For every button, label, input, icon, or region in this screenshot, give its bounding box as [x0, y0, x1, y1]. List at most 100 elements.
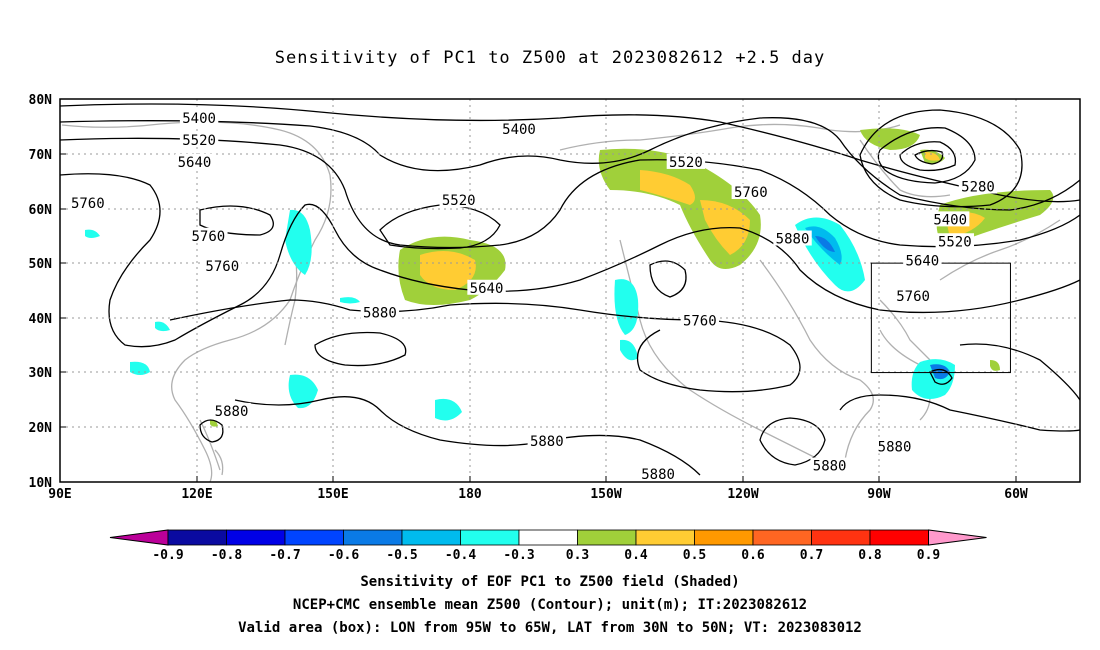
caption-line-2: NCEP+CMC ensemble mean Z500 (Contour); u…: [292, 597, 808, 613]
contour-label-bg: [175, 153, 214, 169]
contour-label-bg: [810, 457, 849, 473]
lat-label: 70N: [29, 148, 53, 163]
contour-label: 5880: [530, 434, 564, 450]
colorbar-swatch: [284, 529, 344, 546]
contour-label: 5880: [878, 439, 912, 455]
colorbar-swatch: [343, 529, 403, 546]
contour-label: 5760: [734, 185, 768, 201]
colorbar-tick-label: -0.9: [152, 548, 183, 563]
caption-line-3: Valid area (box): LON from 95W to 65W, L…: [238, 620, 862, 636]
contour-label: 5880: [776, 232, 810, 248]
contour-label: 5760: [192, 229, 226, 245]
contour-label-bg: [499, 121, 539, 137]
contour-label: 5400: [182, 111, 216, 127]
contour-label-bg: [203, 257, 242, 273]
contour-label: 5520: [182, 133, 216, 149]
lon-label: 90W: [867, 487, 891, 502]
contour-label-bg: [467, 279, 506, 295]
contour-label-bg: [68, 194, 108, 210]
contour-label-bg: [360, 304, 400, 320]
contour-label: 5520: [938, 234, 972, 250]
lon-label: 120E: [181, 487, 212, 502]
axis-ticks: [60, 98, 1017, 482]
contour-label: 5760: [683, 314, 717, 330]
contour-label-bg: [666, 153, 706, 169]
colorbar-tick-label: -0.6: [328, 548, 359, 563]
sensitivity-shading: [85, 128, 1054, 427]
colorbar-tick-label: 0.4: [624, 548, 648, 563]
colorbar-tick-label: -0.3: [503, 548, 534, 563]
colorbar-swatch: [460, 529, 520, 546]
colorbar-tick-label: -0.4: [445, 548, 476, 563]
lat-label: 80N: [29, 93, 53, 108]
colorbar-swatch: [167, 529, 227, 546]
contour-label: 5640: [906, 253, 940, 269]
lat-label: 40N: [29, 312, 53, 327]
lon-label: 90E: [48, 487, 71, 502]
colorbar-tick-label: -0.5: [386, 548, 417, 563]
contour-label-bg: [903, 252, 942, 268]
colorbar-tick-label: 0.8: [858, 548, 882, 563]
colorbar-swatch: [694, 529, 754, 546]
map-frame: [59, 98, 1081, 483]
contour-label-bg: [875, 438, 914, 454]
contour-labels: 5400 5520 5640 5400 5520 5760 5880 5520 5640 5760…: [68, 110, 998, 483]
contour-label-bg: [935, 233, 975, 249]
contour-label-bg: [773, 230, 812, 246]
contour-label-bg: [680, 312, 720, 328]
colorbar-swatch: [811, 529, 871, 546]
contour-label-bg: [958, 178, 998, 194]
contour-label: 5760: [71, 196, 105, 212]
contour-label: 5760: [205, 259, 239, 275]
contour-label: 5880: [215, 404, 249, 420]
contour-label: 5400: [933, 212, 967, 228]
lat-label: 50N: [29, 257, 53, 272]
lat-axis-labels: 80N 70N 60N 50N 40N 30N 20N 10N: [29, 93, 53, 491]
lon-label: 180: [458, 487, 482, 502]
lon-label: 60W: [1004, 487, 1028, 502]
contour-label-bg: [731, 184, 771, 200]
colorbar: -0.9 -0.8 -0.7 -0.6 -0.5 -0.4 -0.3 0.3 0.4 0.5 0.6…: [109, 529, 987, 563]
colorbar-swatch: [518, 529, 578, 546]
contour-label-bg: [189, 227, 228, 243]
colorbar-tick-label: 0.9: [917, 548, 940, 563]
colorbar-swatch: [752, 529, 812, 546]
lon-label: 120W: [727, 487, 758, 502]
contour-label: 5640: [178, 155, 212, 171]
colorbar-tick-label: 0.3: [566, 548, 589, 563]
colorbar-right-triangle: [928, 529, 987, 546]
coastlines: [61, 121, 1061, 483]
gridlines: [60, 99, 1080, 482]
lat-label: 10N: [29, 476, 53, 491]
contour-label-bg: [179, 110, 219, 126]
page-title: Sensitivity of PC1 to Z500 at 2023082612…: [274, 48, 826, 68]
contour-label: 5400: [502, 122, 536, 138]
caption-line-1: Sensitivity of EOF PC1 to Z500 field (Sh…: [360, 574, 740, 590]
contour-label: 5880: [641, 467, 675, 483]
contour-label-bg: [439, 192, 478, 208]
lat-label: 20N: [29, 421, 53, 436]
colorbar-swatch: [577, 529, 637, 546]
contour-label-bg: [212, 402, 251, 418]
lat-label: 60N: [29, 203, 53, 218]
contour-label: 5640: [470, 281, 504, 297]
colorbar-tick-label: 0.7: [800, 548, 823, 563]
lat-label: 30N: [29, 366, 53, 381]
valid-area-box: [870, 262, 1011, 374]
z500-contours: [59, 103, 1081, 476]
colorbar-tick-label: -0.7: [269, 548, 300, 563]
colorbar-swatch: [226, 529, 286, 546]
colorbar-tick-label: -0.8: [211, 548, 242, 563]
colorbar-swatch: [869, 529, 929, 546]
contour-label: 5880: [363, 305, 397, 321]
contour-label-bg: [527, 432, 567, 448]
colorbar-left-triangle: [109, 529, 169, 546]
contour-label-bg: [179, 132, 219, 148]
colorbar-swatch: [635, 529, 695, 546]
lon-label: 150W: [590, 487, 621, 502]
colorbar-tick-label: 0.6: [741, 548, 765, 563]
colorbar-swatch: [401, 529, 461, 546]
contour-label: 5760: [896, 289, 930, 305]
contour-label: 5280: [961, 180, 995, 196]
